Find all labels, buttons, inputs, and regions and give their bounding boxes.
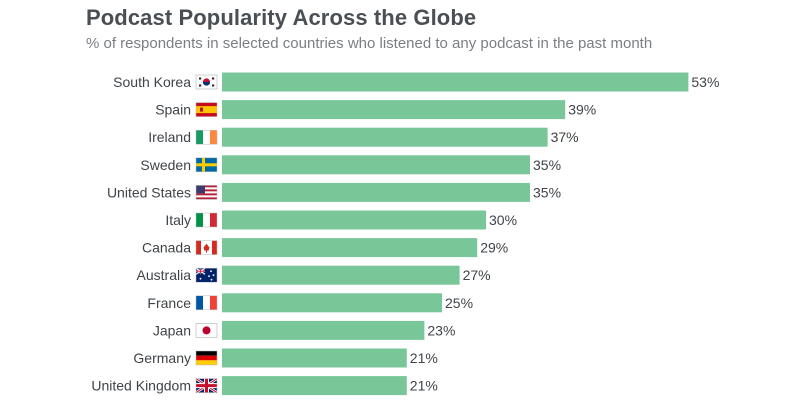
category-label: Canada: [142, 240, 191, 256]
value-label: 25%: [445, 295, 473, 311]
bar-row: Canada 29%: [142, 238, 508, 258]
sweden-flag-icon: [195, 157, 218, 173]
bar-row: United States 35%: [107, 182, 561, 202]
bar-row: Spain 39%: [155, 100, 596, 120]
value-label: 21%: [410, 378, 438, 394]
value-label: 35%: [533, 157, 561, 173]
value-label: 37%: [551, 129, 579, 145]
bar: [222, 293, 442, 313]
bar: [222, 238, 478, 258]
value-label: 29%: [480, 240, 508, 256]
value-label: 27%: [463, 267, 491, 283]
bar-row: Japan 23%: [153, 320, 455, 340]
category-label: Spain: [155, 102, 191, 118]
value-label: 39%: [568, 102, 596, 118]
bar-row: South Korea 53%: [113, 72, 719, 92]
bar: [222, 376, 407, 396]
us-flag-icon: [195, 185, 218, 200]
value-label: 35%: [533, 184, 561, 200]
category-label: Germany: [133, 350, 191, 366]
uk-flag-icon: [195, 377, 218, 394]
south-korea-flag-icon: [195, 74, 218, 90]
canada-flag-icon: [195, 240, 218, 255]
bar: [222, 155, 530, 175]
ireland-flag-icon: [195, 129, 218, 145]
chart-subtitle: % of respondents in selected countries w…: [86, 35, 653, 52]
value-label: 53%: [691, 74, 719, 90]
value-label: 21%: [410, 350, 438, 366]
category-label: United Kingdom: [91, 378, 191, 394]
category-label: Japan: [153, 322, 191, 338]
germany-flag-icon: [195, 350, 218, 366]
category-label: Australia: [137, 267, 192, 283]
bar: [222, 348, 407, 368]
category-label: Ireland: [148, 129, 191, 145]
bar-row: Ireland 37%: [148, 127, 579, 147]
value-label: 23%: [427, 322, 455, 338]
france-flag-icon: [195, 295, 218, 311]
bar-row: Germany 21%: [133, 348, 438, 368]
bar: [222, 182, 530, 202]
bar: [222, 100, 566, 120]
bar: [222, 127, 548, 147]
bar-row: Australia 27%: [137, 265, 491, 285]
spain-flag-icon: [195, 102, 218, 117]
bar: [222, 72, 689, 92]
category-label: South Korea: [113, 74, 191, 90]
value-label: 30%: [489, 212, 517, 228]
bar-row: France 25%: [147, 293, 473, 313]
italy-flag-icon: [195, 212, 218, 228]
category-label: France: [147, 295, 191, 311]
category-label: Italy: [165, 212, 191, 228]
chart-title: Podcast Popularity Across the Globe: [86, 5, 477, 30]
australia-flag-icon: [195, 267, 218, 283]
bar: [222, 210, 486, 230]
bar: [222, 320, 425, 340]
bar-row: Sweden 35%: [140, 155, 561, 175]
bar-row: United Kingdom 21%: [91, 376, 438, 396]
bar-row: Italy 30%: [165, 210, 517, 230]
japan-flag-icon: [195, 323, 218, 338]
category-label: United States: [107, 184, 191, 200]
category-label: Sweden: [140, 157, 191, 173]
bar: [222, 265, 460, 285]
